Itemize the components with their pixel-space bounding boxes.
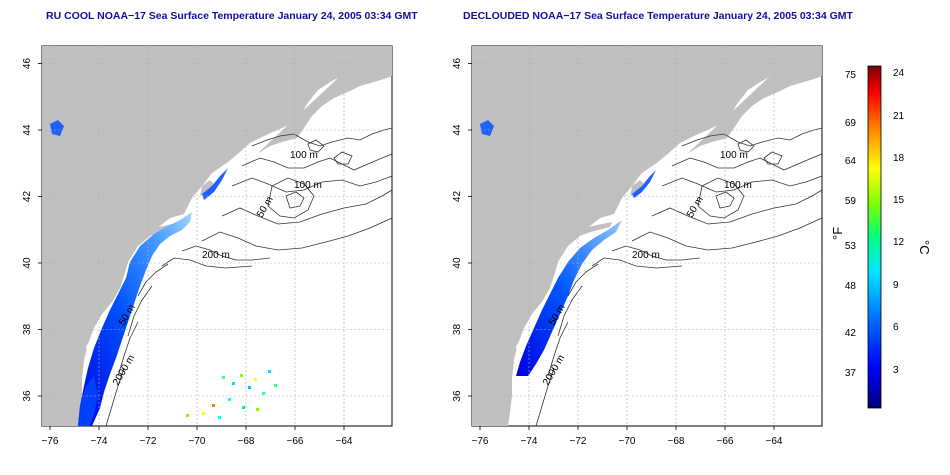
fahrenheit-tick-label: 53 <box>845 241 857 252</box>
lon-tick-label: −66 <box>287 436 304 447</box>
lat-tick-label: 36 <box>22 390 33 402</box>
lon-tick-label: −68 <box>668 436 685 447</box>
lon-tick-label: −74 <box>91 436 108 447</box>
lon-tick-label: −76 <box>472 436 489 447</box>
right-lat-ticks: 36 38 40 42 44 46 <box>452 58 472 402</box>
right-sst-shelf <box>516 220 622 376</box>
celsius-unit-label: °C <box>917 240 932 255</box>
celsius-tick-label: 18 <box>893 153 905 164</box>
celsius-tick-label: 12 <box>893 237 905 248</box>
lat-tick-label: 46 <box>452 58 463 70</box>
temperature-colorbar: 75 69 64 59 53 48 42 37 24 21 18 15 12 9 6 3 °F °C <box>830 65 932 409</box>
lat-tick-label: 40 <box>22 257 33 269</box>
celsius-tick-label: 6 <box>893 322 899 333</box>
lat-tick-label: 44 <box>22 124 33 136</box>
lon-tick-label: −70 <box>189 436 206 447</box>
contour-label-100m-b: 100 m <box>724 180 752 191</box>
lat-tick-label: 42 <box>452 191 463 203</box>
right-sst-gom <box>632 170 656 198</box>
fahrenheit-tick-label: 59 <box>845 196 857 207</box>
left-lon-ticks: −76 −74 −72 −70 −68 −66 −64 <box>42 426 353 447</box>
lon-tick-label: −64 <box>766 436 783 447</box>
lon-tick-label: −74 <box>521 436 538 447</box>
celsius-tick-label: 24 <box>893 68 905 79</box>
contour-label-100m-b: 100 m <box>294 180 322 191</box>
lat-tick-label: 42 <box>22 191 33 203</box>
lat-tick-label: 44 <box>452 124 463 136</box>
left-sst-shelf <box>78 212 192 426</box>
right-graticule <box>472 46 822 426</box>
contour-label-100m-a: 100 m <box>720 150 748 161</box>
left-sst-lake <box>50 120 64 136</box>
lat-tick-label: 46 <box>22 58 33 70</box>
celsius-tick-label: 15 <box>893 195 905 206</box>
contour-label-100m-a: 100 m <box>290 150 318 161</box>
fahrenheit-tick-label: 37 <box>845 368 857 379</box>
lon-tick-label: −72 <box>570 436 587 447</box>
lon-tick-label: −76 <box>42 436 59 447</box>
colorbar-fahrenheit-ticks: 75 69 64 59 53 48 42 37 <box>845 70 857 379</box>
colorbar-gradient <box>867 65 882 409</box>
fahrenheit-unit-label: °F <box>830 227 845 240</box>
fahrenheit-tick-label: 48 <box>845 281 857 292</box>
left-map: 100 m 100 m 50 m 200 m 50 m 2000 m −76 −7… <box>22 45 393 447</box>
fahrenheit-tick-label: 64 <box>845 156 857 167</box>
left-offshore-speckle <box>186 370 277 419</box>
celsius-tick-label: 3 <box>893 365 899 376</box>
lon-tick-label: −72 <box>140 436 157 447</box>
fahrenheit-tick-label: 75 <box>845 70 857 81</box>
lat-tick-label: 36 <box>452 390 463 402</box>
lat-tick-label: 38 <box>22 324 33 336</box>
celsius-tick-label: 9 <box>893 280 899 291</box>
lon-tick-label: −68 <box>238 436 255 447</box>
lat-tick-label: 38 <box>452 324 463 336</box>
right-map-title: DECLOUDED NOAA−17 Sea Surface Temperatur… <box>463 10 853 22</box>
contour-label-200m: 200 m <box>202 250 230 261</box>
right-map: 100 m 100 m 50 m 200 m 50 m 2000 m −76 −7… <box>452 45 823 447</box>
lon-tick-label: −70 <box>619 436 636 447</box>
fahrenheit-tick-label: 69 <box>845 118 857 129</box>
contour-label-200m: 200 m <box>632 250 660 261</box>
lat-tick-label: 40 <box>452 257 463 269</box>
left-graticule <box>42 46 392 426</box>
colorbar-celsius-ticks: 24 21 18 15 12 9 6 3 <box>893 68 905 376</box>
fahrenheit-tick-label: 42 <box>845 328 857 339</box>
left-lat-ticks: 36 38 40 42 44 46 <box>22 58 42 402</box>
right-lon-ticks: −76 −74 −72 −70 −68 −66 −64 <box>472 426 783 447</box>
lon-tick-label: −64 <box>336 436 353 447</box>
right-sst-lake <box>480 120 494 136</box>
left-sst-gom <box>202 168 228 200</box>
celsius-tick-label: 21 <box>893 111 905 122</box>
left-map-title: RU COOL NOAA−17 Sea Surface Temperature … <box>46 10 418 22</box>
left-sst-south <box>78 376 98 426</box>
lon-tick-label: −66 <box>717 436 734 447</box>
